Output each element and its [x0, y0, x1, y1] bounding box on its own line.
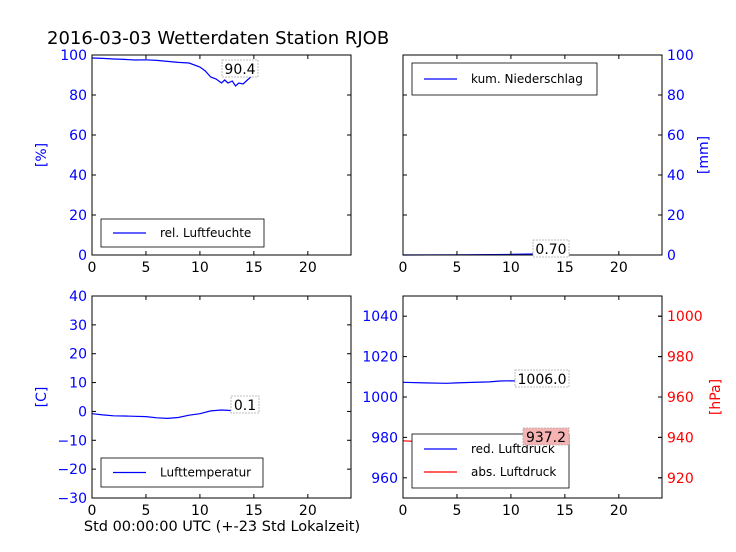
- y-tick-label: 60: [667, 128, 685, 144]
- y-tick-label-right: 980: [667, 350, 694, 366]
- y-tick-label: 100: [60, 48, 87, 64]
- y-tick-label: −20: [57, 462, 87, 478]
- value-label-abs-luftdruck-box: [522, 427, 570, 446]
- x-tick-label: 5: [141, 503, 150, 519]
- value-label-humidity-box: [221, 59, 259, 78]
- y-tick-label-right: 960: [667, 390, 694, 406]
- value-label-temperature: 0.1: [234, 398, 256, 414]
- x-tick-label: 0: [399, 503, 408, 519]
- y-tick-label: 1000: [362, 390, 398, 406]
- y-tick-label: 80: [69, 88, 87, 104]
- legend-entry: Lufttemperatur: [160, 466, 251, 480]
- x-tick-label: 15: [556, 503, 574, 519]
- y-tick-label: 100: [667, 48, 694, 64]
- y-tick-label: 80: [667, 88, 685, 104]
- legend-entry: kum. Niederschlag: [471, 72, 583, 86]
- y-tick-label: 1020: [362, 350, 398, 366]
- x-tick-label: 0: [88, 503, 97, 519]
- legend-entry: rel. Luftfeuchte: [160, 226, 251, 240]
- x-tick-label: 10: [502, 260, 520, 276]
- y-tick-label: 20: [69, 347, 87, 363]
- x-tick-label: 0: [399, 260, 408, 276]
- axes-frame-temperature: [91, 295, 352, 499]
- figure-title: 2016-03-03 Wetterdaten Station RJOB: [47, 28, 389, 49]
- panel-precipitation: 0 5 10 15 20 0 20 40 60 80 100 [mm] kum. Niederschla…: [399, 48, 712, 276]
- x-tick-label: 15: [556, 260, 574, 276]
- panel-humidity: 0 5 10 15 20 0 20 40 60 80 100 [%] rel. Luftfeuchte 9…: [34, 48, 352, 276]
- y-tick-label: −10: [57, 433, 87, 449]
- y-axis-label-right: [hPa]: [708, 379, 724, 415]
- x-tick-label: 20: [610, 260, 628, 276]
- legend-entry: red. Luftdruck: [471, 442, 555, 456]
- x-tick-label: 5: [452, 503, 461, 519]
- panel-temperature: 0 5 10 15 20 −30 −20 −10 0 10 20 30 40 [C] Lufttempera…: [34, 289, 352, 519]
- y-tick-label: 1040: [362, 309, 398, 325]
- y-tick-label: 40: [667, 168, 685, 184]
- y-tick-label: 20: [69, 208, 87, 224]
- value-label-red-luftdruck: 1006.0: [518, 372, 567, 388]
- x-axis-label: Std 00:00:00 UTC (+-23 Std Lokalzeit): [84, 519, 360, 535]
- y-tick-label-right: 940: [667, 430, 694, 446]
- x-tick-label: 20: [610, 503, 628, 519]
- y-tick-label: 960: [371, 471, 398, 487]
- y-axis-label-humidity: [%]: [34, 143, 50, 167]
- value-label-temperature-box: [230, 395, 260, 414]
- y-tick-label-right: 1000: [667, 309, 703, 325]
- axes-frame-precipitation: [402, 54, 663, 256]
- series-line-humidity-0: [91, 57, 255, 87]
- y-tick-label: 0: [667, 248, 676, 264]
- y-tick-label: 980: [371, 430, 398, 446]
- y-tick-label: 10: [69, 376, 87, 392]
- x-tick-label: 10: [191, 260, 209, 276]
- value-label-abs-luftdruck: 937.2: [526, 430, 566, 446]
- y-tick-label: 0: [78, 248, 87, 264]
- legend-entry: abs. Luftdruck: [471, 465, 556, 479]
- axes-frame-humidity: [91, 54, 352, 256]
- x-tick-label: 0: [88, 260, 97, 276]
- panel-pressure: 0 5 10 15 20 960 980 1000 1020 1040 920 940 960 980 10…: [362, 295, 724, 519]
- y-axis-label-temperature: [C]: [34, 387, 50, 408]
- x-tick-label: 20: [299, 260, 317, 276]
- y-tick-label: 20: [667, 208, 685, 224]
- x-tick-label: 5: [452, 260, 461, 276]
- y-tick-label: 40: [69, 168, 87, 184]
- y-tick-label: −30: [57, 491, 87, 507]
- value-label-humidity: 90.4: [224, 62, 255, 78]
- y-tick-label: 40: [69, 289, 87, 305]
- x-tick-label: 20: [299, 503, 317, 519]
- series-line-temperature-0: [91, 409, 254, 420]
- legend-box-temperature: [100, 457, 264, 488]
- value-label-precipitation: 0.70: [535, 242, 566, 258]
- x-tick-label: 10: [502, 503, 520, 519]
- y-tick-label-right: 920: [667, 471, 694, 487]
- x-tick-label: 15: [245, 503, 263, 519]
- y-tick-label: 0: [78, 404, 87, 420]
- y-axis-label-precipitation: [mm]: [696, 136, 712, 174]
- value-label-red-luftdruck-box: [514, 369, 570, 388]
- x-tick-label: 10: [191, 503, 209, 519]
- x-tick-label: 15: [245, 260, 263, 276]
- y-tick-label: 60: [69, 128, 87, 144]
- y-tick-label: 30: [69, 318, 87, 334]
- value-label-precipitation-box: [532, 239, 570, 258]
- x-tick-label: 5: [141, 260, 150, 276]
